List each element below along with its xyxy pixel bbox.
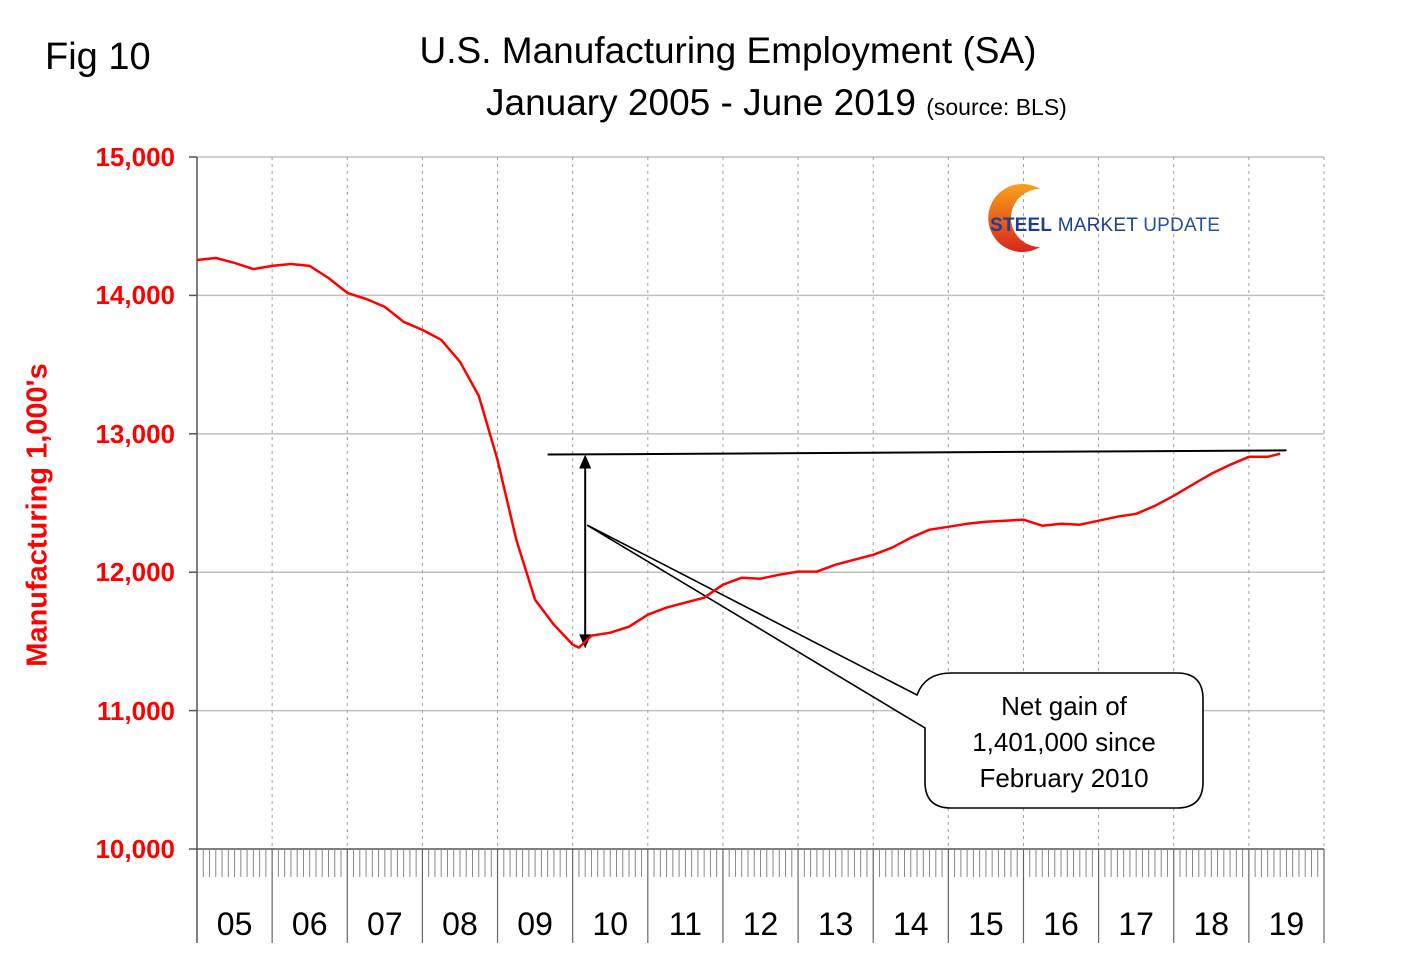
figure-label: Fig 10 xyxy=(45,36,151,78)
arrow-head-up-icon xyxy=(579,454,592,469)
x-tick-label: 14 xyxy=(892,906,929,942)
x-tick-label: 16 xyxy=(1043,906,1079,942)
chart-subtitle-text: January 2005 - June 2019 xyxy=(486,82,916,123)
x-tick-label: 06 xyxy=(291,906,328,942)
x-tick-label: 05 xyxy=(216,906,253,942)
y-tick-label: 11,000 xyxy=(96,695,175,726)
x-minor-ticks xyxy=(202,849,1319,877)
y-tick-label: 13,000 xyxy=(95,418,175,449)
annotations xyxy=(547,449,1287,809)
x-tick-label: 17 xyxy=(1118,906,1154,942)
callout-line-2: 1,401,000 since xyxy=(972,727,1156,757)
callout-bubble xyxy=(586,524,1204,809)
source-note: (source: BLS) xyxy=(926,94,1067,120)
chart-title: U.S. Manufacturing Employment (SA) xyxy=(419,30,1037,71)
x-tick-label: 11 xyxy=(668,906,702,942)
callout-line-1: Net gain of xyxy=(1001,691,1127,721)
chart-subtitle: January 2005 - June 2019 (source: BLS) xyxy=(486,82,1067,124)
reference-line xyxy=(547,449,1287,456)
x-tick-label: 07 xyxy=(367,906,403,942)
logo-word-market: MARKET xyxy=(1057,215,1138,236)
logo-arc-icon xyxy=(988,184,1040,252)
logo-word-update: UPDATE xyxy=(1143,215,1221,236)
x-tick-label: 13 xyxy=(817,906,854,942)
callout-line-3: February 2010 xyxy=(979,763,1149,793)
steel-market-update-logo: STEEL MARKET UPDATE xyxy=(988,184,1230,257)
x-tick-label: 15 xyxy=(968,906,1004,942)
y-tick-label: 15,000 xyxy=(95,142,175,172)
x-tick-label: 19 xyxy=(1268,906,1305,942)
y-tick-label: 14,000 xyxy=(95,280,175,311)
x-tick-label: 09 xyxy=(517,906,553,942)
logo-text: STEEL MARKET UPDATE xyxy=(990,215,1220,237)
y-tick-label: 10,000 xyxy=(95,834,175,864)
logo-word-steel: STEEL xyxy=(990,215,1053,236)
x-tick-label: 18 xyxy=(1193,906,1230,942)
series-line-manufacturing-employment xyxy=(196,256,1281,649)
y-tick-label: 12,000 xyxy=(95,557,175,588)
x-tick-label: 12 xyxy=(742,906,779,942)
x-tick-label: 08 xyxy=(442,906,478,942)
axes xyxy=(189,156,1325,943)
x-tick-label: 10 xyxy=(592,906,629,942)
grid xyxy=(197,156,1325,849)
callout-text: Net gain of 1,401,000 since February 201… xyxy=(925,688,1203,796)
